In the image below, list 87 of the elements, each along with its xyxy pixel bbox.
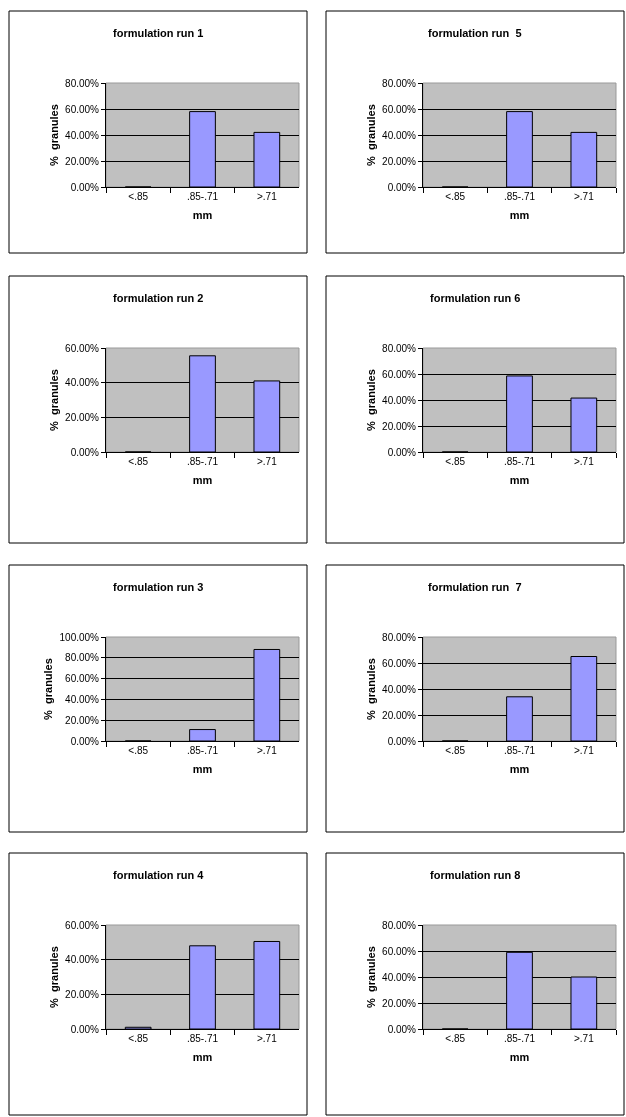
y-axis-title: % granules [47,104,60,166]
y-tick-label: 60.00% [65,919,100,931]
y-tick-label: 80.00% [382,919,417,931]
y-tick-label: 60.00% [382,945,417,957]
y-tick-label: 0.00% [70,1023,100,1035]
x-tick-label: >.71 [256,1033,278,1044]
x-tick-label: <.85 [445,1033,466,1044]
y-tick-label: 60.00% [65,342,100,354]
x-tick-label: >.71 [256,191,278,202]
x-tick-label: >.71 [573,456,595,467]
y-tick-label: 80.00% [65,77,100,89]
y-axis-title: % granules [364,104,377,166]
x-tick-label: >.71 [573,191,595,202]
chart-title: formulation run 3 [113,581,204,593]
x-axis-title: mm [509,209,530,222]
y-tick-label: 20.00% [65,988,100,1000]
y-tick-label: 0.00% [387,735,417,747]
x-tick-label: .85-.71 [186,745,219,756]
x-tick-label: .85-.71 [503,191,536,202]
y-tick-label: 40.00% [65,693,100,705]
y-axis-title: % granules [42,658,55,720]
y-axis-title: % granules [364,658,377,720]
chart-title: formulation run 6 [430,292,521,304]
x-tick-label: <.85 [445,745,466,756]
x-tick-label: <.85 [128,745,149,756]
x-tick-label: <.85 [445,456,466,467]
y-tick-label: 0.00% [387,446,417,458]
y-tick-label: 20.00% [382,155,417,167]
y-tick-label: 20.00% [382,420,417,432]
chart-title: formulation run 8 [430,869,521,881]
y-tick-label: 80.00% [382,77,417,89]
chart-title: formulation run 2 [113,292,204,304]
x-tick-label: >.71 [256,456,278,467]
x-tick-label: >.71 [256,745,278,756]
y-tick-label: 80.00% [382,342,417,354]
x-tick-label: .85-.71 [503,745,536,756]
y-tick-label: 20.00% [65,411,100,423]
x-axis-title: mm [192,474,213,487]
x-axis-title: mm [192,763,213,776]
y-tick-label: 60.00% [382,657,417,669]
y-axis-title: % granules [47,946,60,1008]
x-tick-label: <.85 [128,1033,149,1044]
x-axis-title: mm [509,474,530,487]
y-axis-title: % granules [47,369,60,431]
y-tick-label: 20.00% [65,714,100,726]
x-tick-label: .85-.71 [186,1033,219,1044]
y-tick-label: 40.00% [65,129,100,141]
y-tick-label: 40.00% [382,683,417,695]
chart-title: formulation run 1 [113,27,204,39]
chart-title: formulation run 7 [428,581,522,593]
x-tick-label: .85-.71 [503,456,536,467]
x-axis-title: mm [509,1051,530,1064]
y-tick-label: 40.00% [65,377,100,389]
x-axis-title: mm [192,209,213,222]
y-tick-label: 60.00% [382,103,417,115]
x-tick-label: <.85 [128,456,149,467]
x-tick-label: >.71 [573,1033,595,1044]
x-tick-label: >.71 [573,745,595,756]
chart-title: formulation run 5 [428,27,522,39]
y-tick-label: 20.00% [65,155,100,167]
y-tick-label: 0.00% [387,1023,417,1035]
x-tick-label: .85-.71 [186,456,219,467]
y-axis-title: % granules [364,369,377,431]
y-tick-label: 60.00% [65,103,100,115]
x-tick-label: .85-.71 [503,1033,536,1044]
y-tick-label: 20.00% [382,709,417,721]
y-tick-label: 60.00% [382,368,417,380]
y-tick-label: 40.00% [382,394,417,406]
x-axis-title: mm [192,1051,213,1064]
y-tick-label: 0.00% [70,446,100,458]
x-axis-title: mm [509,763,530,776]
y-tick-label: 80.00% [382,631,417,643]
y-tick-label: 0.00% [70,181,100,193]
y-tick-label: 20.00% [382,997,417,1009]
y-tick-label: 0.00% [70,735,100,747]
y-tick-label: 100.00% [59,631,100,643]
y-tick-label: 80.00% [65,652,100,664]
y-tick-label: 40.00% [382,971,417,983]
chart-title: formulation run 4 [113,869,205,881]
y-tick-label: 60.00% [65,673,100,685]
x-tick-label: <.85 [128,191,149,202]
x-tick-label: <.85 [445,191,466,202]
y-tick-label: 40.00% [382,129,417,141]
y-axis-title: % granules [364,946,377,1008]
x-tick-label: .85-.71 [186,191,219,202]
y-tick-label: 40.00% [65,954,100,966]
y-tick-label: 0.00% [387,181,417,193]
